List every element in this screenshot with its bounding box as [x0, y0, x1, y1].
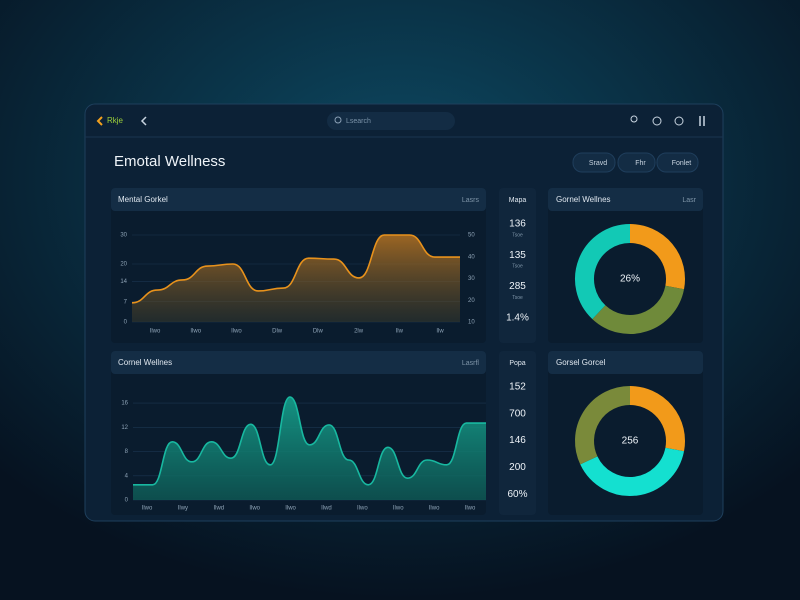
back-label[interactable]: Rkje: [107, 116, 124, 125]
stat-value: 135: [509, 250, 526, 261]
x-tick-label: Dlw: [313, 329, 324, 335]
x-tick-label: Ilwy: [178, 506, 188, 512]
search-box[interactable]: [327, 112, 455, 130]
donut-segment: [575, 386, 631, 465]
stat-value: 700: [509, 408, 526, 419]
line: [131, 234, 460, 304]
stat-label: Tsoe: [512, 232, 523, 238]
x-tick-label: Ilwd: [321, 506, 332, 512]
panel-action[interactable]: Lasr: [682, 197, 696, 204]
x-tick-label: Ilwo: [393, 506, 404, 512]
x-tick-label: Ilw: [436, 329, 444, 335]
donut-center: 26%: [620, 274, 640, 285]
x-tick-label: Ilwo: [285, 506, 296, 512]
panel-action[interactable]: Lasrfl: [462, 360, 480, 367]
donut-segment: [575, 224, 631, 320]
x-tick-label: Ilwo: [231, 329, 242, 335]
search-placeholder: Lsearch: [346, 118, 371, 125]
y-tick-label: 14: [120, 279, 127, 285]
y-tick-label: 12: [121, 425, 128, 431]
y-tick-label: 20: [120, 262, 127, 268]
stat-value: 136: [509, 219, 526, 230]
panel-header: [111, 188, 486, 211]
nav-back[interactable]: [140, 116, 147, 126]
toolbar-button-label: Sravd: [589, 160, 607, 167]
x-tick-label: Ilwo: [465, 506, 476, 512]
panel-header: [548, 351, 703, 374]
back-icon[interactable]: [96, 116, 103, 126]
panel-header: [548, 188, 703, 211]
page-title: Emotal Wellness: [114, 153, 225, 170]
donut-center: 256: [622, 436, 639, 447]
stat-value: 1.4%: [506, 312, 529, 323]
stats-panel: [499, 188, 536, 343]
x-tick-label: Ilwo: [150, 329, 161, 335]
menu-icon[interactable]: [699, 116, 705, 126]
stats-title: Popa: [509, 360, 525, 367]
y-tick-label: 0: [124, 320, 128, 326]
toolbar-button[interactable]: [656, 152, 699, 173]
timer-icon[interactable]: [674, 116, 684, 126]
y-tick-label: 8: [125, 449, 129, 455]
y-tick-label: 30: [120, 233, 127, 239]
donut-segment: [629, 386, 685, 452]
x-tick-label: Ilwo: [357, 506, 368, 512]
panel-title: Mental Gorkel: [118, 195, 168, 204]
stat-label: Tsoe: [512, 264, 523, 270]
toolbar-button[interactable]: [617, 152, 656, 173]
donut-segment: [629, 224, 685, 290]
chat-icon[interactable]: [652, 116, 662, 126]
user-icon[interactable]: [630, 115, 638, 123]
x-tick-label: Ilwo: [429, 506, 440, 512]
x-tick-label: Ilwo: [142, 506, 153, 512]
y-tick-label: 16: [121, 401, 128, 407]
stat-value: 152: [509, 382, 526, 393]
stats-title: Mapa: [509, 197, 527, 204]
y2-tick-label: 40: [468, 254, 475, 260]
panel-title: Gornel Wellnes: [556, 195, 611, 204]
panel-title: Gorsel Gorcel: [556, 358, 606, 367]
x-tick-label: Ilwo: [249, 506, 260, 512]
panel-title: Cornel Wellnes: [118, 358, 172, 367]
x-tick-label: Ilw: [396, 329, 404, 335]
toolbar-button-label: Fonlet: [672, 160, 692, 167]
y-tick-label: 0: [125, 498, 129, 504]
panel-action[interactable]: Lasrs: [462, 197, 480, 204]
stats-panel: [499, 351, 536, 515]
stat-value: 60%: [507, 489, 527, 500]
x-tick-label: Ilwo: [190, 329, 201, 335]
stat-value: 200: [509, 462, 526, 473]
stat-value: 146: [509, 435, 526, 446]
area: [133, 397, 486, 500]
y2-tick-label: 20: [468, 298, 475, 304]
y-tick-label: 7: [124, 299, 128, 305]
x-tick-label: Dlw: [272, 329, 283, 335]
y-tick-label: 4: [125, 473, 129, 479]
toolbar-button[interactable]: [572, 152, 616, 173]
x-tick-label: Ilwd: [213, 506, 224, 512]
area: [132, 235, 460, 322]
stat-label: Tsoe: [512, 295, 523, 301]
stat-value: 285: [509, 281, 526, 292]
y2-tick-label: 10: [468, 320, 475, 326]
panel-header: [111, 351, 486, 374]
y2-tick-label: 30: [468, 276, 475, 282]
donut-segment: [580, 447, 685, 496]
donut-segment: [592, 285, 685, 334]
x-tick-label: 2lw: [354, 329, 364, 335]
y2-tick-label: 50: [468, 233, 475, 239]
toolbar-button-label: Fhr: [635, 160, 646, 167]
line: [133, 396, 486, 486]
search-icon: [334, 116, 342, 124]
